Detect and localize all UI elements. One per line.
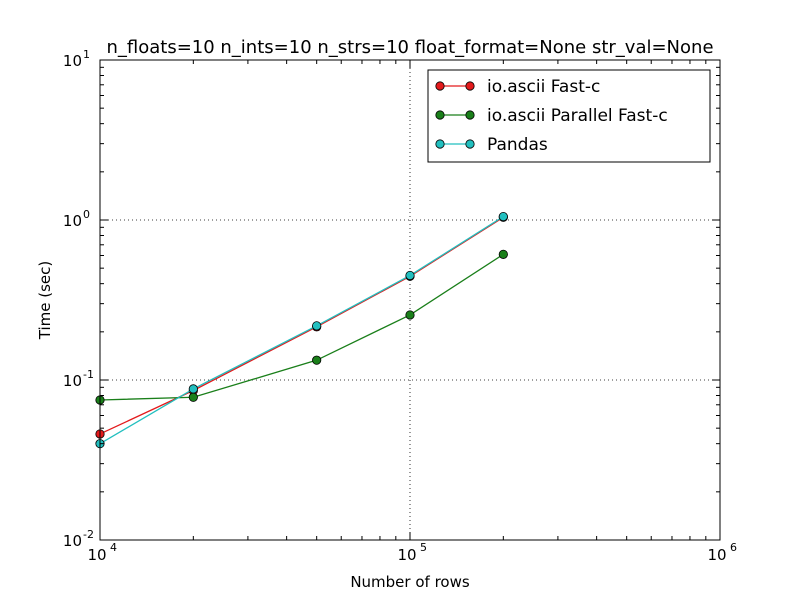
legend-marker (435, 139, 445, 149)
grid (100, 60, 720, 540)
x-tick-label: 10 (397, 546, 416, 564)
y-axis-label: Time (sec) (36, 261, 54, 340)
y-tick-label: 10 (63, 372, 82, 390)
legend-marker (435, 81, 445, 91)
chart-title: n_floats=10 n_ints=10 n_strs=10 float_fo… (106, 37, 713, 58)
legend: io.ascii Fast-c io.ascii Parallel Fast-c P… (427, 69, 711, 163)
y-tick-label: 10 (63, 212, 82, 230)
data-point (405, 310, 415, 320)
x-tick-label: 10 (707, 546, 726, 564)
data-point (498, 212, 508, 222)
data-point (188, 392, 198, 402)
ticks: 10 4 10 5 10 610 -210 -110 010 1 (63, 48, 737, 564)
y-tick-label: 10 (63, 52, 82, 70)
legend-label: io.ascii Fast-c (487, 77, 600, 97)
legend-box (427, 69, 711, 163)
y-tick-exponent: 0 (83, 208, 90, 221)
y-tick-exponent: 1 (83, 48, 90, 61)
x-tick-exponent: 5 (420, 541, 427, 554)
legend-item: io.ascii Fast-c (435, 77, 600, 97)
legend-label: Pandas (487, 135, 548, 155)
x-tick-label: 10 (87, 546, 106, 564)
y-tick-exponent: -2 (83, 528, 94, 541)
legend-item: Pandas (435, 135, 548, 155)
x-tick-exponent: 4 (110, 541, 117, 554)
data-point (405, 270, 415, 281)
data-point (312, 321, 322, 331)
legend-item: io.ascii Parallel Fast-c (435, 106, 668, 126)
x-tick-exponent: 6 (730, 541, 737, 554)
legend-marker (465, 110, 475, 120)
data-point (188, 384, 198, 394)
data-point (312, 355, 322, 365)
y-tick-exponent: -1 (83, 368, 94, 381)
legend-marker (435, 110, 445, 120)
data-point (498, 249, 508, 259)
legend-marker (465, 81, 475, 91)
y-tick-label: 10 (63, 532, 82, 550)
legend-marker (465, 139, 475, 149)
series-layer (95, 212, 508, 449)
legend-label: io.ascii Parallel Fast-c (487, 106, 668, 126)
x-axis-label: Number of rows (350, 573, 470, 591)
